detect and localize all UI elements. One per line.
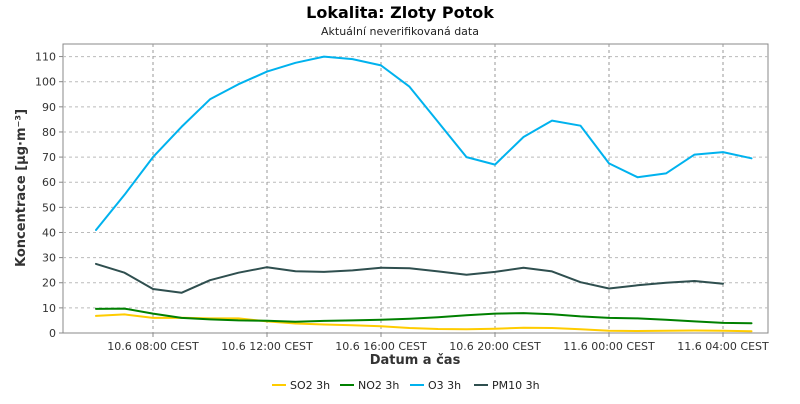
x-tick-label: 10.6 12:00 CEST <box>221 340 313 353</box>
x-axis-title: Datum a čas <box>370 353 461 368</box>
y-tick-label: 90 <box>42 101 56 114</box>
legend-label: PM10 3h <box>492 379 540 392</box>
y-axis-title: Koncentrace [µg·m⁻³] <box>14 109 29 267</box>
x-gridlines <box>152 44 724 333</box>
legend-label: SO2 3h <box>290 379 330 392</box>
y-tick-label: 30 <box>42 252 56 265</box>
y-tick-label: 50 <box>42 201 56 214</box>
y-tick-label: 40 <box>42 226 56 239</box>
y-tick-label: 100 <box>35 76 56 89</box>
y-tick-label: 80 <box>42 126 56 139</box>
y-tick-label: 0 <box>49 327 56 340</box>
x-tick-label: 10.6 20:00 CEST <box>449 340 541 353</box>
y-tick-label: 110 <box>35 51 56 64</box>
x-tick-label: 11.6 04:00 CEST <box>677 340 769 353</box>
chart-subtitle: Aktuální neverifikovaná data <box>321 25 479 38</box>
x-tick-label: 11.6 00:00 CEST <box>563 340 655 353</box>
y-tick-label: 10 <box>42 302 56 315</box>
legend-label: O3 3h <box>428 379 461 392</box>
y-tick-label: 20 <box>42 277 56 290</box>
legend: SO2 3h NO2 3h O3 3h PM10 3h <box>272 379 540 392</box>
plot-area <box>62 43 769 334</box>
chart-title: Lokalita: Zloty Potok <box>306 3 494 22</box>
y-tick-label: 70 <box>42 151 56 164</box>
series-lines <box>95 55 753 333</box>
y-tick-label: 60 <box>42 176 56 189</box>
series-line-o3-3h <box>95 55 753 231</box>
y-axis-ticks: 0 10 20 30 40 50 60 70 80 90 100 110 <box>35 51 63 340</box>
legend-label: NO2 3h <box>358 379 399 392</box>
x-axis-ticks: 10.6 08:00 CEST 10.6 12:00 CEST 10.6 16:00… <box>107 333 769 353</box>
series-line-pm10-3h <box>95 262 724 294</box>
series-line-no2-3h <box>95 307 753 325</box>
x-tick-label: 10.6 08:00 CEST <box>107 340 199 353</box>
x-tick-label: 10.6 16:00 CEST <box>335 340 427 353</box>
